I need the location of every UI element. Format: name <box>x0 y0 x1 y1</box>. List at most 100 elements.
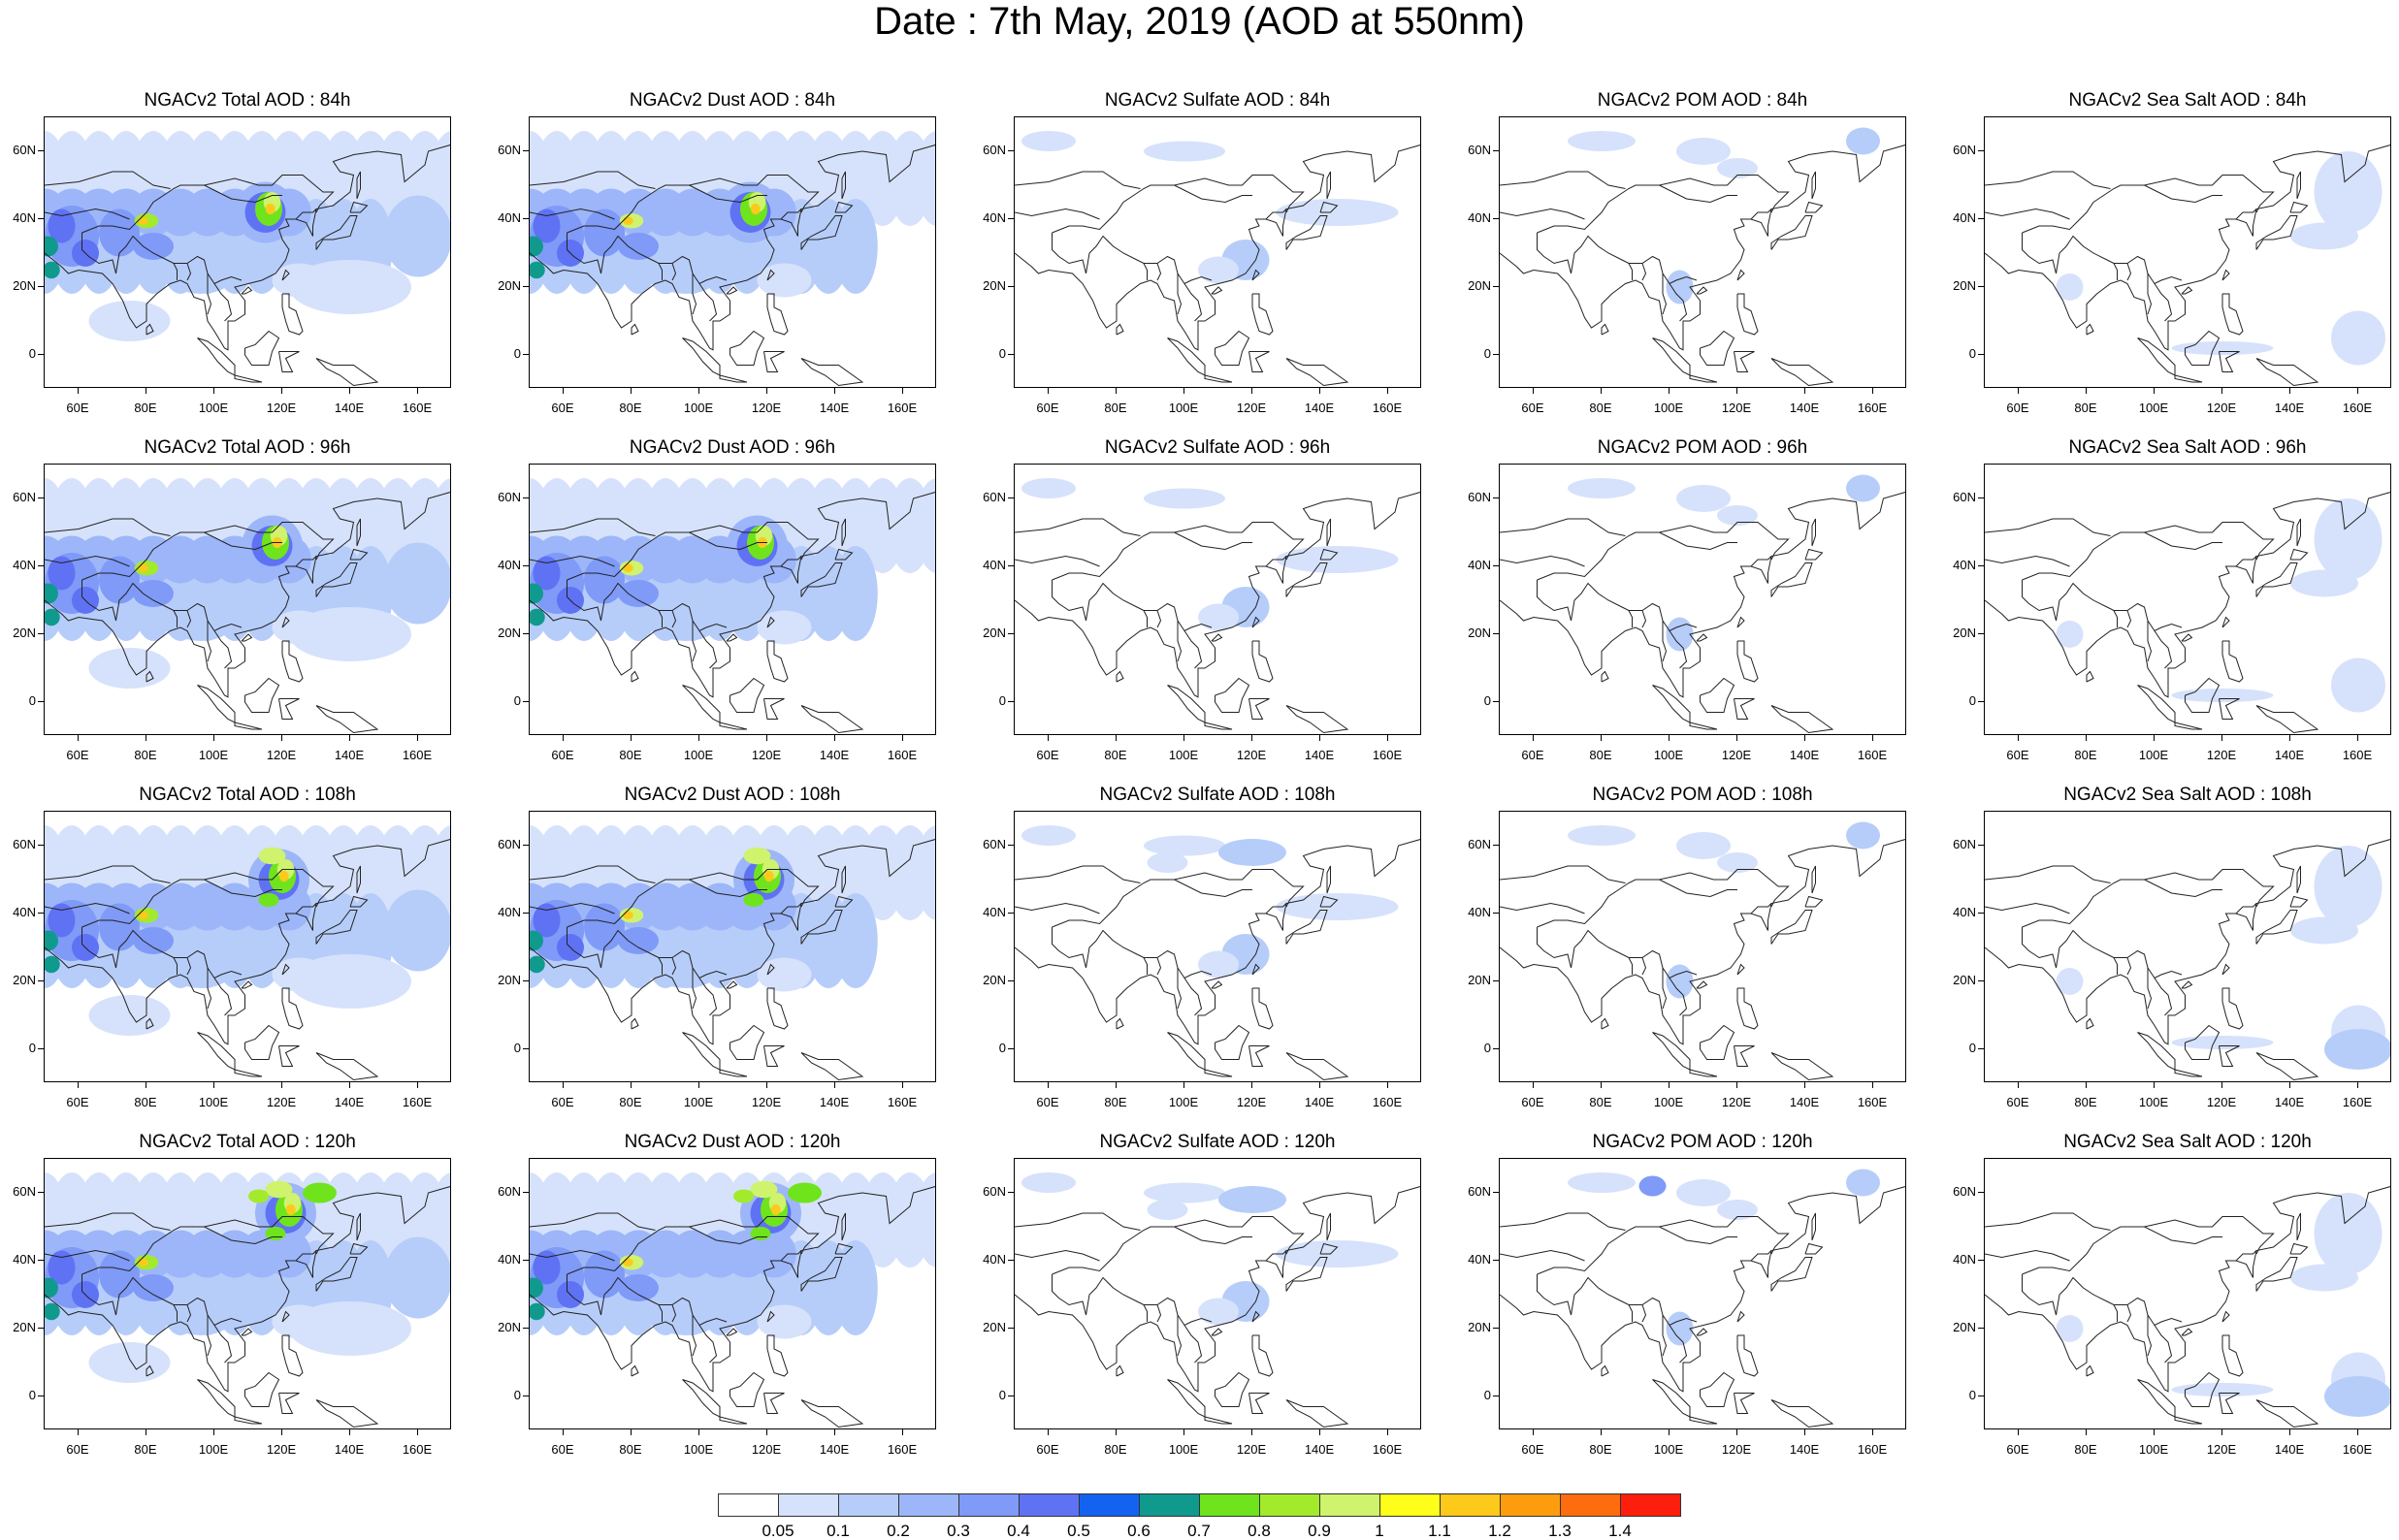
lon-tick-label: 80E <box>619 1095 642 1109</box>
map-panel-sulfate-row3: NGACv2 Sulfate AOD : 108h 60N 40N 20N 0 60E 80… <box>970 784 1442 1133</box>
aod-field-patch <box>45 608 60 626</box>
lat-tick-label: 60N <box>1953 837 1976 851</box>
coastline <box>1985 839 2390 1045</box>
aod-field-patch <box>2171 341 2274 355</box>
coastline <box>1770 1257 1813 1292</box>
coastline <box>2174 1069 2203 1077</box>
coastline <box>719 374 748 383</box>
coastline <box>1500 492 1905 698</box>
country-border <box>2235 209 2257 220</box>
lon-tick-label: 160E <box>887 748 918 762</box>
country-border <box>1750 556 1772 567</box>
panel-title: NGACv2 POM AOD : 84h <box>1597 90 1808 111</box>
aod-field-patch <box>530 1277 543 1299</box>
coastline <box>763 351 785 372</box>
coastline <box>1319 895 1339 908</box>
lon-tick <box>2086 1429 2087 1435</box>
aod-field-patch <box>915 478 935 573</box>
lat-tick-label: 20N <box>983 1320 1006 1334</box>
lon-tick-label: 60E <box>2006 401 2029 415</box>
lat-tick-label: 0 <box>28 1041 36 1055</box>
aod-field-patch <box>1144 835 1225 856</box>
country-border <box>1015 1212 1141 1231</box>
lon-tick-label: 140E <box>1304 1442 1335 1457</box>
lon-tick-label: 60E <box>1036 1442 1059 1457</box>
coastline <box>1770 562 1813 597</box>
lat-tick <box>523 1048 529 1049</box>
country-border <box>204 1226 282 1245</box>
country-border <box>1052 927 1086 969</box>
lat-tick-label: 40N <box>498 905 521 919</box>
aod-field-patch <box>530 1302 545 1321</box>
lat-tick <box>1978 286 1984 287</box>
coastline <box>349 201 369 213</box>
coastline <box>315 358 379 387</box>
lat-tick-label: 60N <box>1953 1184 1976 1199</box>
aod-map <box>1500 474 1905 734</box>
aod-field-patch <box>618 1274 659 1301</box>
map-panel-dust-row2: NGACv2 Dust AOD : 96h 60N 40N 20N 0 60E 80E 100… <box>485 436 956 786</box>
coastline <box>834 201 854 213</box>
country-border <box>1641 610 1647 628</box>
country-border <box>2126 957 2132 976</box>
lat-tick <box>523 354 529 355</box>
coastline <box>1804 895 1824 908</box>
lon-tick <box>1319 1082 1320 1088</box>
lon-tick-label: 140E <box>819 1442 850 1457</box>
country-border <box>186 1304 192 1323</box>
country-border <box>2022 522 2275 581</box>
lat-tick <box>1008 218 1014 219</box>
aod-field-patch <box>1147 1200 1188 1220</box>
coastline <box>800 215 843 250</box>
panel-title: NGACv2 Sea Salt AOD : 84h <box>2068 90 2307 111</box>
panel-title: NGACv2 Sulfate AOD : 84h <box>1104 90 1331 111</box>
aod-field-patch <box>1568 478 1636 498</box>
country-border <box>173 610 178 627</box>
coastline <box>278 1045 300 1067</box>
aod-field-patch <box>303 1182 337 1203</box>
panel-title: NGACv2 Dust AOD : 96h <box>629 437 836 458</box>
country-border <box>1052 233 1086 274</box>
lon-tick-label: 160E <box>887 401 918 415</box>
country-border <box>207 273 212 315</box>
coastline <box>800 562 843 597</box>
lon-tick <box>563 388 564 394</box>
coastline <box>1985 144 2390 351</box>
lon-tick <box>834 388 835 394</box>
aod-field-patch <box>2324 1376 2390 1417</box>
country-border <box>780 209 802 220</box>
country-border <box>81 580 116 622</box>
aod-field-patch <box>833 1240 878 1335</box>
lat-tick <box>1493 1048 1499 1049</box>
panel-title: NGACv2 Total AOD : 108h <box>139 785 356 805</box>
country-border <box>1985 518 2111 536</box>
coastline <box>281 293 304 336</box>
colorbar-label: 1.3 <box>1548 1522 1572 1540</box>
lat-tick <box>1493 497 1499 498</box>
aod-field-patch <box>1021 1172 1076 1193</box>
aod-field-patch <box>99 903 140 951</box>
lat-tick <box>1008 913 1014 914</box>
country-border <box>2126 610 2132 628</box>
lat-tick-label: 0 <box>1483 693 1491 708</box>
country-border <box>2144 184 2222 204</box>
lon-tick <box>78 1429 79 1435</box>
lat-tick-label: 60N <box>13 490 36 504</box>
aod-field-patch <box>278 870 289 882</box>
country-border <box>1669 283 1688 322</box>
colorbar-label: 1.4 <box>1608 1522 1632 1540</box>
colorbar-label: 1.1 <box>1428 1522 1451 1540</box>
lon-tick <box>1116 735 1117 741</box>
colorbar-label: 0.05 <box>762 1522 794 1540</box>
lon-tick-label: 160E <box>1857 1442 1888 1457</box>
colorbar-label: 0.5 <box>1067 1522 1090 1540</box>
country-border <box>45 1212 171 1231</box>
coastline <box>834 548 854 561</box>
lat-tick-label: 0 <box>1968 1388 1976 1402</box>
aod-field-patch <box>2056 273 2084 301</box>
aod-field-patch <box>915 131 935 226</box>
aod-field-patch <box>1144 488 1225 509</box>
coastline <box>1652 1379 1691 1418</box>
country-border <box>567 1274 601 1316</box>
lon-tick <box>1251 1429 1252 1435</box>
